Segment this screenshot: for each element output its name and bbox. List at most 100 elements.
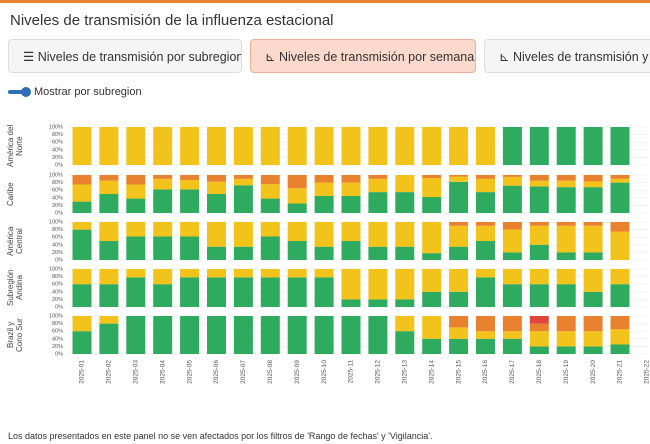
tab-active[interactable]: ⊾ Niveles de transmisión por semana (250, 39, 476, 73)
y-tick-label: 20% (52, 203, 63, 209)
bar-segment (556, 127, 576, 165)
bar-segment (260, 277, 280, 307)
bar-segment (422, 338, 442, 354)
bar-segment (287, 188, 307, 204)
bar-segment (260, 175, 280, 185)
bar-segment (287, 277, 307, 307)
bar-segment (99, 323, 119, 354)
bar-segment (153, 316, 173, 354)
bar-segment (583, 222, 603, 226)
bar-segment (502, 269, 522, 285)
x-tick-label: 2025-11 (348, 360, 355, 384)
y-tick-label: 100% (49, 124, 63, 130)
bar-segment (368, 175, 388, 179)
bar-segment (180, 127, 200, 165)
bar-segment (314, 246, 334, 260)
bar-segment (422, 175, 442, 179)
y-tick-label: 60% (52, 140, 63, 146)
bar-segment (207, 222, 226, 247)
bar-segment (395, 192, 415, 213)
bar-segment (72, 229, 92, 260)
x-tick-label: 2025-02 (106, 360, 113, 384)
y-tick-label: 20% (52, 344, 63, 350)
bar-segment (476, 316, 495, 332)
x-tick-label: 2025-16 (482, 360, 489, 384)
bar-segment (422, 222, 442, 254)
bar-segment (260, 198, 280, 213)
y-tick-label: 80% (52, 227, 63, 233)
bar-segment (341, 222, 361, 241)
bar-segment (368, 178, 388, 193)
bar-segment (72, 316, 92, 332)
tab-label: Niveles de transmisión por semana (278, 50, 475, 64)
bar-segment (341, 127, 361, 165)
bar-segment (610, 269, 630, 285)
bar-segment (233, 185, 253, 213)
bar-segment (556, 346, 576, 354)
bar-segment (368, 192, 388, 213)
bar-segment (556, 180, 576, 188)
bar-segment (529, 316, 549, 324)
bar-segment (207, 181, 226, 194)
bar-segment (287, 316, 307, 354)
bar-segment (341, 195, 361, 213)
tab[interactable]: ⊾ Niveles de transmisión y te (484, 39, 650, 73)
bar-segment (260, 184, 280, 199)
bar-segment (422, 127, 442, 165)
bar-segment (395, 222, 415, 247)
bar-segment (314, 277, 334, 307)
bar-segment (422, 253, 442, 260)
bar-segment (180, 179, 200, 190)
bar-segment (314, 269, 334, 278)
toggle[interactable]: Mostrar por subregion (8, 86, 142, 98)
bar-segment (207, 127, 226, 165)
bar-segment (556, 331, 576, 347)
bar-segment (395, 127, 415, 165)
bar-segment (529, 225, 549, 245)
bar-segment (583, 346, 603, 354)
bar-segment (180, 316, 200, 354)
bar-segment (476, 277, 495, 307)
bar-segment (529, 269, 549, 285)
bar-segment (126, 269, 146, 278)
bar-segment (583, 175, 603, 182)
bar-segment (207, 246, 226, 260)
panel-label: América del Norte (6, 124, 24, 168)
bar-segment (233, 178, 253, 186)
y-tick-label: 100% (49, 172, 63, 178)
bar-segment (422, 269, 442, 292)
x-tick-label: 2025-06 (213, 360, 220, 384)
bar-segment (233, 277, 253, 307)
x-tick-label: 2025-09 (294, 360, 301, 384)
y-tick-label: 20% (52, 297, 63, 303)
bar-segment (610, 182, 630, 213)
panel-label: Subregión Andina (6, 269, 24, 307)
bar-segment (126, 316, 146, 354)
bar-segment (314, 222, 334, 247)
panel-label: Brazil y Cono Sur (6, 318, 24, 352)
bar-segment (314, 175, 334, 183)
y-tick-label: 40% (52, 336, 63, 342)
x-tick-label: 2025-01 (79, 360, 86, 384)
bar-segment (153, 222, 173, 237)
bar-segment (583, 252, 603, 260)
y-tick-label: 20% (52, 155, 63, 161)
bar-segment (583, 187, 603, 213)
tab[interactable]: ☰ Niveles de transmisión por subregion (8, 39, 242, 73)
bar-segment (449, 225, 469, 247)
bar-segment (368, 299, 388, 307)
x-tick-label: 2025-07 (240, 360, 247, 384)
bar-segment (233, 222, 253, 247)
bar-segment (72, 201, 92, 213)
bar-segment (502, 222, 522, 230)
bar-segment (314, 182, 334, 196)
y-tick-label: 40% (52, 289, 63, 295)
bar-segment (422, 197, 442, 213)
bar-segment (449, 176, 469, 182)
bar-segment (153, 236, 173, 260)
footnote: Los datos presentados en este panel no s… (8, 431, 433, 441)
bar-segment (368, 246, 388, 260)
panel-label: América Central (6, 226, 24, 256)
bar-segment (180, 175, 200, 180)
